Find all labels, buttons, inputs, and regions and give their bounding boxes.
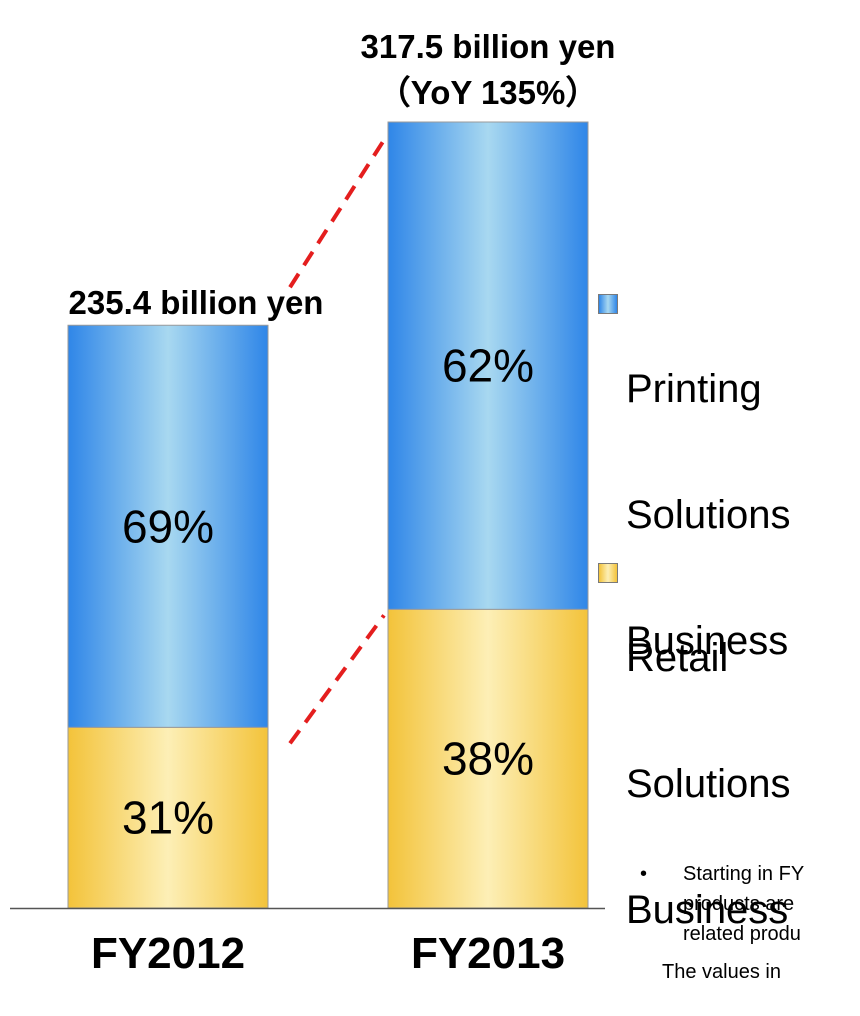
segment-labels: 31% 69% 38% 62%: [122, 340, 534, 844]
total-label-fy2013: 317.5 billion yen: [361, 28, 616, 65]
data-label-fy2013-printing: 62%: [442, 340, 534, 392]
connector-lines: [288, 138, 386, 745]
legend-label-retail-line2: Solutions: [626, 762, 791, 806]
legend-swatch-retail: [598, 563, 618, 583]
footnote-line-2: products are: [683, 893, 795, 915]
total-label-fy2012: 235.4 billion yen: [69, 284, 324, 321]
x-tick-label-fy2013: FY2013: [411, 929, 565, 978]
connector-line-boundary: [288, 614, 386, 745]
data-label-fy2012-retail: 31%: [122, 792, 214, 844]
footnote-line-1: Starting in FY: [683, 863, 805, 885]
x-axis-labels: FY2012 FY2013: [91, 929, 565, 978]
data-label-fy2012-printing: 69%: [122, 500, 214, 552]
legend-label-retail-line3: Business: [626, 888, 789, 932]
connector-line-top: [288, 138, 386, 289]
bar-fy2013-retail: [387, 608, 589, 909]
bar-fy2012-retail: [67, 726, 269, 909]
bar-fy2012-printing: [67, 324, 269, 728]
legend-swatch-printing: [598, 294, 618, 314]
stacked-bar-chart: 31% 69% 38% 62% 235.4 billion yen 317.5 bill…: [10, 28, 616, 978]
legend-label-printing: Printing Solutions Business: [626, 284, 791, 746]
legend-label-printing-line3: Business: [626, 619, 789, 663]
total-labels: 235.4 billion yen 317.5 billion yen （YoY 1…: [69, 28, 616, 321]
x-tick-label-fy2012: FY2012: [91, 929, 245, 978]
legend-label-printing-line1: Printing: [626, 367, 762, 411]
legend-label-retail-line1: Retail: [626, 636, 729, 680]
bars-group: [67, 121, 589, 909]
legend-label-retail: Retail Solutions Business: [626, 553, 791, 1015]
data-label-fy2013-retail: 38%: [442, 733, 534, 785]
footnote-bullet: •: [640, 863, 648, 885]
footnote-note-2: The values in: [662, 961, 781, 983]
yoy-label-fy2013: （YoY 135%）: [378, 74, 599, 111]
footnote-line-3: related produ: [683, 923, 801, 945]
bar-fy2013-printing: [387, 121, 589, 610]
legend-label-printing-line2: Solutions: [626, 493, 791, 537]
